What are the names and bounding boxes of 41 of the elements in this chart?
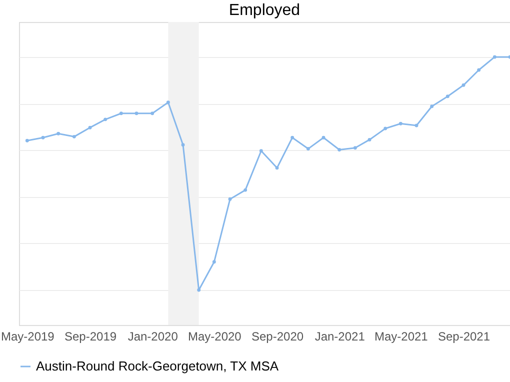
x-tick-label: Sep-2021 bbox=[438, 330, 490, 344]
point bbox=[306, 147, 310, 151]
point bbox=[104, 118, 108, 122]
point bbox=[56, 132, 60, 136]
point bbox=[228, 197, 232, 201]
point bbox=[25, 138, 29, 142]
x-tick-label: Jan-2020 bbox=[128, 330, 178, 344]
point bbox=[384, 126, 388, 130]
x-tick-label: May-2019 bbox=[0, 330, 55, 344]
point bbox=[166, 100, 170, 104]
x-tick-label: May-2020 bbox=[188, 330, 242, 344]
x-tick-label: May-2021 bbox=[374, 330, 428, 344]
point bbox=[41, 136, 45, 140]
chart-title: Employed bbox=[228, 2, 300, 19]
point bbox=[150, 112, 154, 116]
point bbox=[275, 166, 279, 170]
point bbox=[88, 126, 92, 130]
point bbox=[119, 112, 123, 116]
point bbox=[290, 136, 294, 140]
point bbox=[430, 104, 434, 108]
point bbox=[492, 55, 496, 59]
legend-label: Austin-Round Rock-Georgetown, TX MSA bbox=[36, 358, 279, 374]
point bbox=[353, 146, 357, 150]
point bbox=[72, 134, 76, 138]
point bbox=[477, 68, 481, 72]
point bbox=[212, 260, 216, 264]
point bbox=[368, 138, 372, 142]
x-tick-label: Sep-2020 bbox=[251, 330, 304, 344]
point bbox=[259, 149, 263, 153]
x-tick-label: Sep-2019 bbox=[64, 330, 117, 344]
point bbox=[197, 288, 201, 292]
x-tick-label: Jan-2021 bbox=[314, 330, 366, 344]
point bbox=[181, 143, 185, 147]
point bbox=[322, 136, 326, 140]
point bbox=[244, 188, 248, 192]
point bbox=[338, 148, 342, 152]
point bbox=[414, 124, 418, 128]
point bbox=[134, 112, 138, 116]
point bbox=[398, 122, 402, 126]
point bbox=[446, 94, 450, 98]
point bbox=[462, 83, 466, 87]
